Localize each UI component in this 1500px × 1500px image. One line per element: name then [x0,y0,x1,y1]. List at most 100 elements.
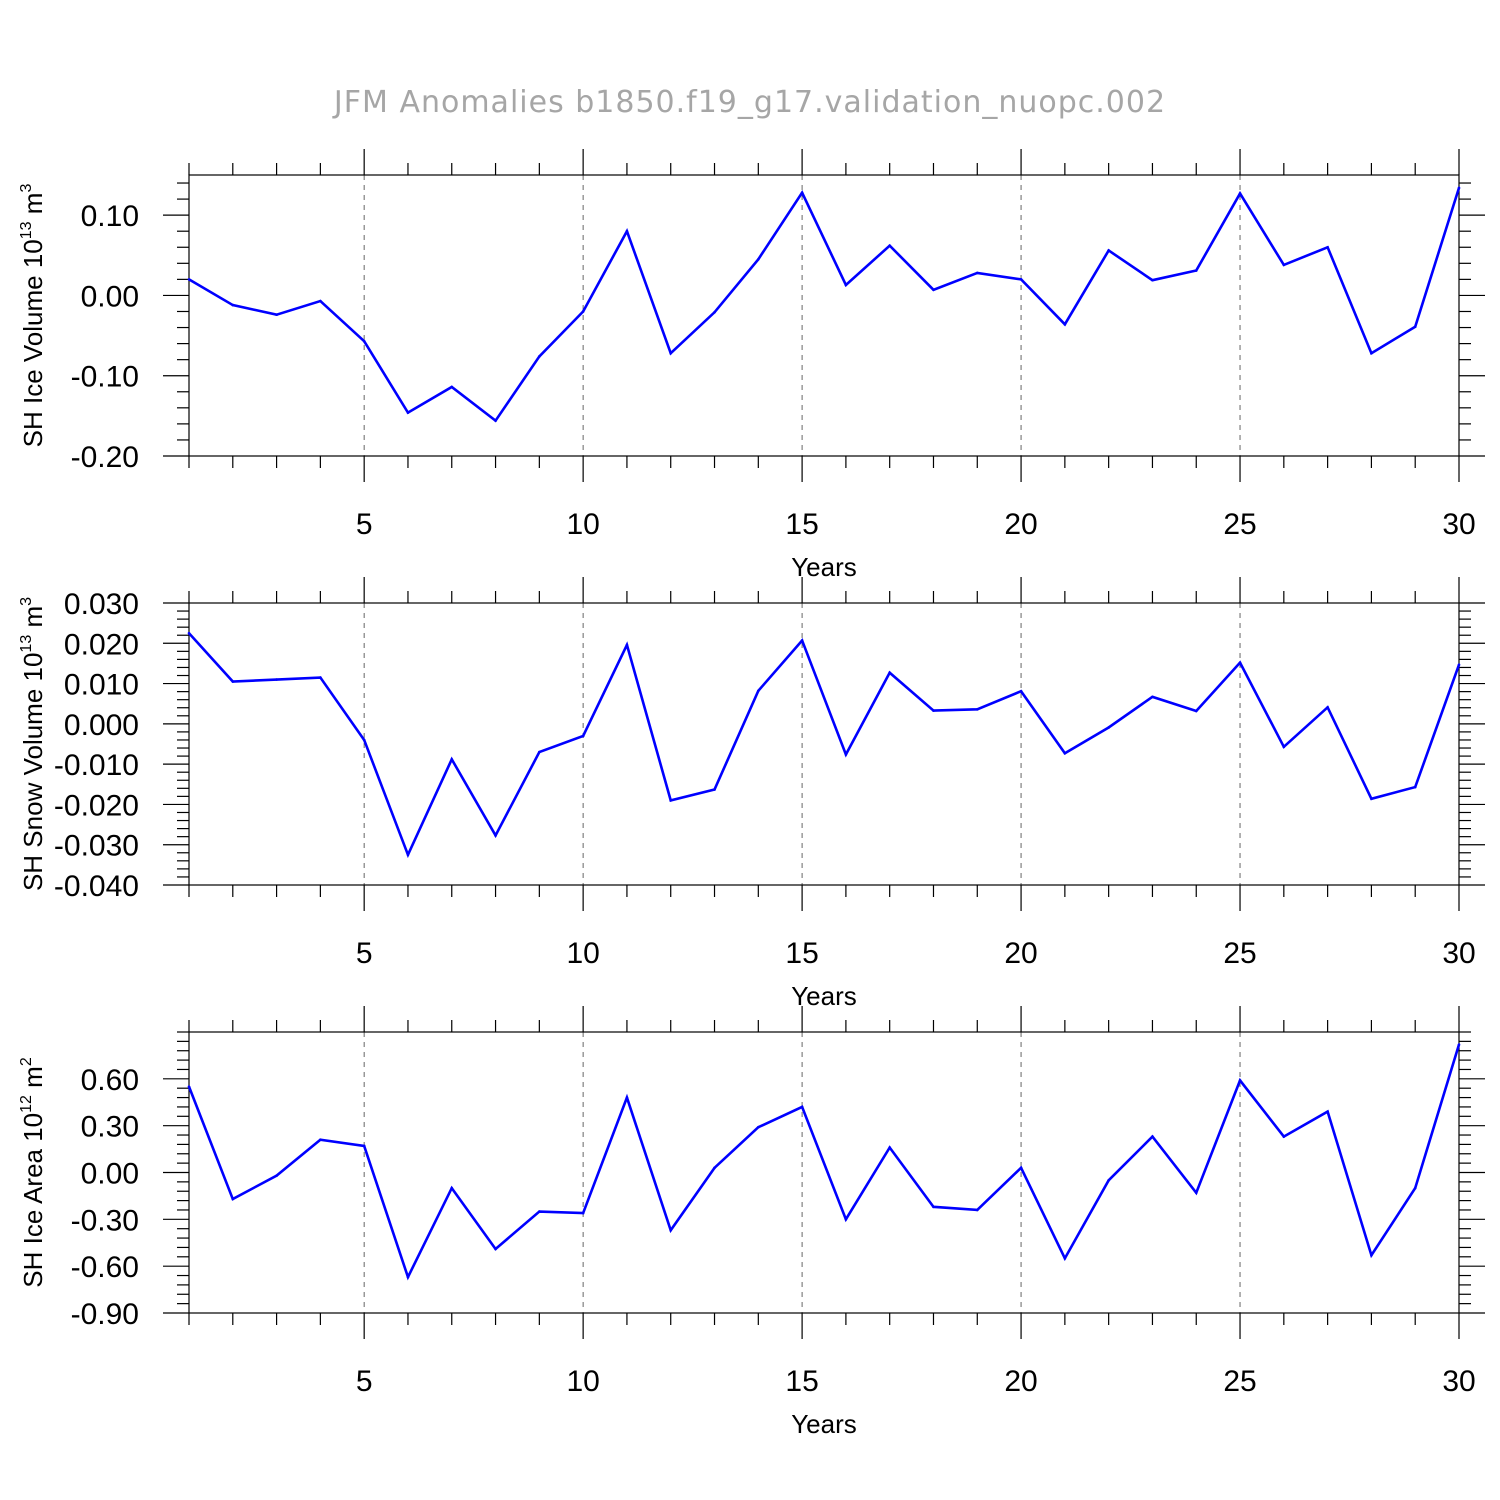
data-point [187,631,191,635]
data-point [1370,1253,1373,1257]
data-point [581,734,585,738]
x-tick-label: 5 [356,508,373,541]
x-tick-label: 25 [1223,937,1256,970]
data-point [844,283,848,287]
data-point [494,1247,497,1251]
y-axis-title-base: SH Ice Area 10 [18,1113,48,1288]
y-tick-label: -0.040 [54,870,139,903]
data-point [1457,186,1461,190]
data-point [669,799,673,802]
data-point [1282,745,1286,749]
y-tick-label: -0.010 [54,749,139,782]
y-axis-title-base: SH Ice Volume 10 [18,239,48,447]
data-point [187,1085,191,1088]
y-axis-title: SH Ice Area 1012 m2 [18,1057,48,1288]
data-point [1457,1043,1461,1046]
y-tick-label: -0.90 [71,1298,139,1331]
x-tick-label: 30 [1442,1365,1475,1398]
x-tick-label: 5 [356,1365,373,1398]
data-point [362,738,366,742]
data-point [1238,192,1242,195]
chart-title: JFM Anomalies b1850.f19_g17.validation_n… [332,85,1166,120]
data-point [275,313,278,316]
data-point [538,1210,541,1213]
data-point [1282,1135,1286,1138]
x-axis-title: Years [791,552,857,582]
data-point [187,278,191,281]
y-tick-label: -0.30 [71,1204,139,1237]
data-point [800,639,804,642]
y-axis-title-unit: m [18,606,48,635]
x-tick-label: 15 [785,937,818,970]
data-point [669,351,673,355]
x-tick-label: 15 [785,1365,818,1398]
data-point [1282,263,1286,267]
data-point [1370,797,1373,801]
data-point [800,1105,804,1109]
data-point [800,191,804,194]
data-point [713,1166,716,1170]
x-tick-label: 15 [785,508,818,541]
y-axis-title-unit-exp: 2 [18,1057,35,1066]
data-point [975,271,979,275]
data-point [1019,689,1023,693]
x-axis-title: Years [791,981,857,1011]
data-point [362,339,366,343]
data-point [1151,1135,1154,1138]
x-tick-label: 20 [1004,508,1037,541]
data-point [231,1197,235,1201]
y-tick-label: 0.30 [81,1111,139,1144]
data-point [1063,1257,1067,1260]
data-point [1370,351,1373,355]
data-point [1413,1186,1417,1190]
data-point [494,419,497,422]
y-tick-label: -0.020 [54,789,139,822]
y-axis-title: SH Ice Volume 1013 m3 [18,184,48,448]
data-point [450,758,454,761]
data-point [844,1218,848,1221]
data-point [1326,1110,1329,1113]
data-point [1457,663,1461,666]
data-point [231,680,235,683]
y-tick-label: 0.00 [81,1158,139,1191]
data-point [319,1138,322,1142]
y-tick-label: 0.020 [64,628,139,661]
data-point [494,834,497,837]
y-axis-title-unit-exp: 3 [18,597,35,606]
y-tick-label: 0.10 [81,200,139,233]
data-point [888,671,891,674]
data-point [757,689,760,693]
data-point [581,310,585,313]
x-tick-label: 25 [1223,508,1256,541]
data-point [362,1144,366,1148]
y-axis-title-exp: 13 [18,635,35,653]
data-point [450,385,454,389]
x-tick-label: 5 [356,937,373,970]
data-point [625,229,629,233]
data-point [319,676,322,679]
data-point [975,1208,979,1212]
data-point [406,411,410,414]
y-tick-label: 0.60 [81,1064,139,1097]
data-point [975,708,979,711]
data-point [932,1205,935,1209]
x-tick-label: 10 [566,508,599,541]
y-axis-title-unit-exp: 3 [18,184,35,193]
data-point [1063,323,1067,326]
data-point [1326,245,1329,249]
data-point [1107,726,1110,729]
x-tick-label: 30 [1442,937,1475,970]
y-tick-label: 0.000 [64,709,139,742]
y-axis-title-base: SH Snow Volume 10 [18,653,48,891]
plot-frame [188,174,1460,457]
data-point [1194,269,1198,272]
data-point [625,1096,629,1099]
chart-panel-2: 5 10 15 20 25 30 Years -0.040 -0.030 -0.020 -0.010… [18,577,1485,1011]
data-point [275,1174,278,1177]
y-axis-title-unit: m [18,1066,48,1095]
data-point [888,1146,891,1149]
data-point [932,709,935,712]
data-point [1019,278,1023,281]
data-point [1238,661,1242,664]
